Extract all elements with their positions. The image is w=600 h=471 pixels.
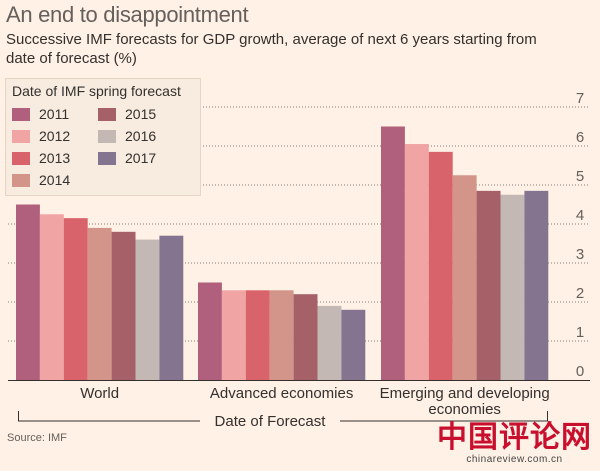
legend-item-2015: 2015: [98, 103, 190, 125]
y-tick-label: 7: [576, 90, 584, 107]
y-tick-label: 6: [576, 129, 584, 146]
watermark-url: chinareview.com.cn: [466, 454, 563, 465]
x-category-label: World: [80, 385, 119, 402]
y-tick-label: 2: [576, 285, 584, 302]
legend-items: 2011 2015 2012 2016 2013 2017 2014: [12, 103, 194, 191]
legend-label: 2012: [39, 128, 71, 144]
legend-swatch: [98, 107, 116, 121]
legend-swatch: [12, 151, 30, 165]
bar-2015-2: [476, 190, 501, 380]
x-category-label: Emerging and developing economies: [380, 385, 550, 418]
legend-label: 2016: [125, 128, 157, 144]
bar-2015-0: [111, 231, 136, 380]
bar-2013-0: [63, 218, 88, 380]
y-tick-label: 1: [576, 324, 584, 341]
bar-2011-1: [198, 282, 222, 380]
legend-swatch: [98, 129, 116, 143]
bar-2013-2: [428, 151, 453, 380]
bar-2012-2: [404, 144, 429, 380]
legend-label: 2017: [125, 150, 157, 166]
legend-item-2017: 2017: [98, 147, 190, 169]
legend-label: 2015: [125, 106, 157, 122]
bar-2014-0: [87, 227, 112, 380]
legend-swatch: [12, 129, 30, 143]
bar-2017-1: [341, 309, 366, 380]
bar-2011-2: [381, 126, 405, 380]
legend-swatch: [12, 173, 30, 187]
bar-2016-2: [500, 194, 525, 380]
y-tick-label: 3: [576, 246, 584, 263]
x-category-label: Advanced economies: [210, 385, 353, 402]
legend-item-2014: 2014: [12, 169, 98, 191]
legend-label: 2011: [39, 106, 70, 122]
legend-swatch: [12, 107, 30, 121]
bar-2014-2: [452, 175, 477, 380]
bar-2014-1: [269, 290, 294, 380]
legend: Date of IMF spring forecast 2011 2015 2012…: [5, 78, 201, 196]
bar-2012-0: [39, 214, 64, 380]
bar-2017-2: [524, 190, 549, 380]
bar-2016-0: [135, 239, 160, 380]
chart-title: An end to disappointment: [6, 2, 249, 27]
chart-subtitle: Successive IMF forecasts for GDP growth,…: [6, 31, 537, 67]
bar-2011-0: [16, 204, 40, 380]
bar-2015-1: [293, 294, 318, 380]
watermark: 中国评论网 chinareview.com.cn: [437, 420, 592, 466]
bar-2017-0: [159, 235, 184, 380]
legend-item-2013: 2013: [12, 147, 98, 169]
bar-2013-1: [245, 290, 270, 380]
y-tick-label: 4: [576, 207, 584, 224]
y-tick-label: 0: [576, 363, 584, 380]
legend-label: 2013: [39, 150, 71, 166]
legend-title: Date of IMF spring forecast: [12, 83, 181, 99]
legend-item-2016: 2016: [98, 125, 190, 147]
bar-2016-1: [317, 305, 342, 380]
legend-item-2012: 2012: [12, 125, 98, 147]
bar-2012-1: [221, 290, 246, 380]
legend-swatch: [98, 151, 116, 165]
x-axis-title: Date of Forecast: [215, 413, 327, 430]
source-note: Source: IMF: [7, 432, 67, 444]
legend-item-2011: 2011: [12, 103, 98, 125]
y-tick-label: 5: [576, 168, 584, 185]
legend-label: 2014: [39, 172, 71, 188]
watermark-logo: 中国评论网: [437, 420, 592, 455]
